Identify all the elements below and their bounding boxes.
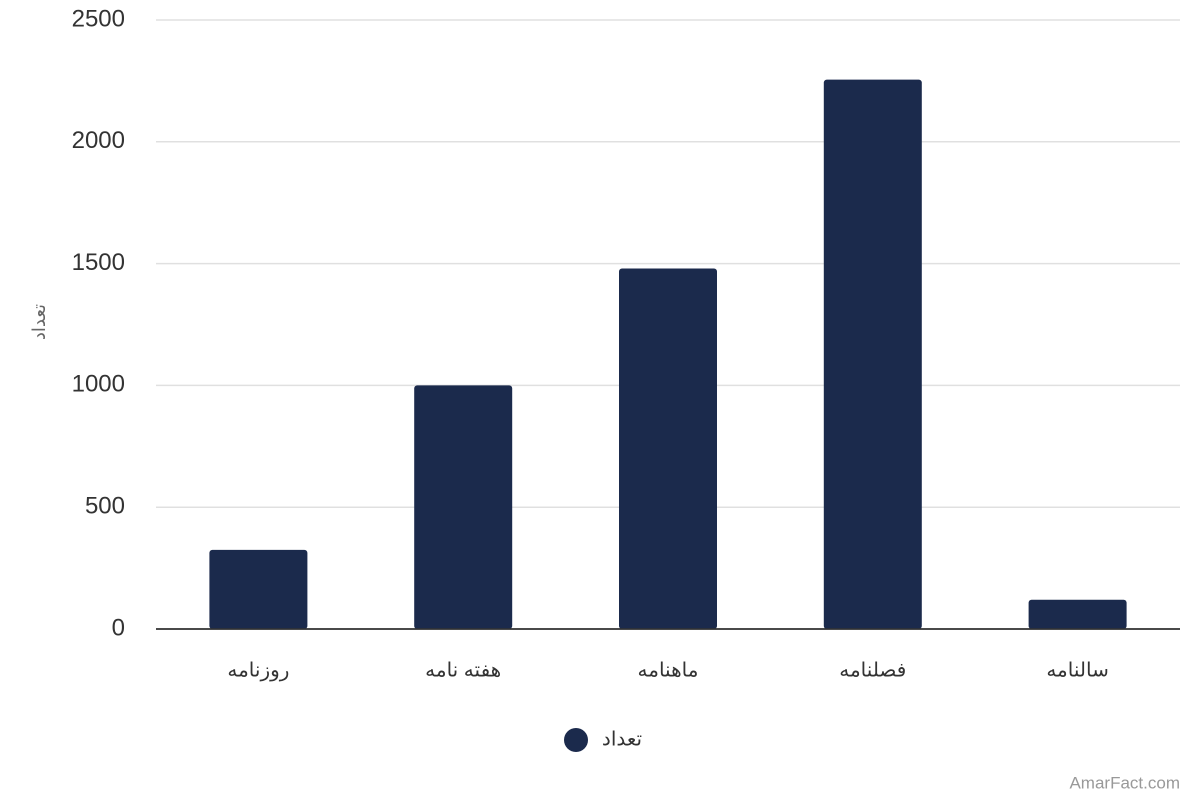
credit: AmarFact.com [1069,773,1180,792]
x-tick-label: ماهنامه [638,659,699,681]
x-tick-label: روزنامه [227,659,289,681]
y-tick-label: 1000 [72,371,125,398]
bar [414,385,513,629]
bar [1028,599,1127,629]
y-tick-label: 0 [112,614,125,641]
y-tick-label: 500 [85,493,125,520]
y-tick-label: 1500 [72,249,125,276]
legend-label: تعداد [602,728,642,750]
bar [823,79,922,629]
y-axis-label: تعداد [29,304,49,340]
bar [619,268,717,629]
x-tick-label: هفته نامه [425,659,501,681]
y-tick-label: 2000 [72,127,125,154]
bar [209,549,308,629]
x-tick-label: فصلنامه [839,659,906,681]
x-tick-label: سالنامه [1046,659,1109,681]
legend-marker [564,728,588,752]
y-tick-label: 2500 [72,5,125,32]
